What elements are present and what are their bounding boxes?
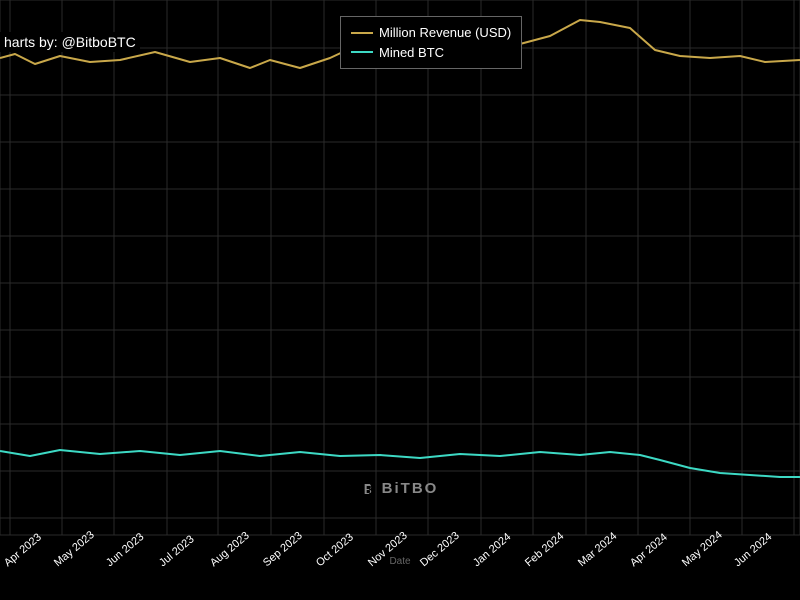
watermark-text: BiTBO (382, 480, 439, 497)
x-axis-labels: Apr 2023May 2023Jun 2023Jul 2023Aug 2023… (0, 540, 800, 600)
watermark: BiTBO (362, 480, 439, 497)
legend-label-revenue: Million Revenue (USD) (379, 23, 511, 43)
chart-container: harts by: @BitboBTC Million Revenue (USD… (0, 0, 800, 600)
date-axis-label: Date (389, 556, 410, 567)
legend-swatch-revenue (351, 32, 373, 34)
legend: Million Revenue (USD) Mined BTC (340, 16, 522, 69)
legend-item-mined: Mined BTC (351, 43, 511, 63)
legend-item-revenue: Million Revenue (USD) (351, 23, 511, 43)
chart-lines (0, 0, 800, 600)
attribution-text: harts by: @BitboBTC (0, 32, 140, 52)
legend-swatch-mined (351, 51, 373, 53)
legend-label-mined: Mined BTC (379, 43, 444, 63)
bitbo-logo-icon (362, 482, 376, 496)
